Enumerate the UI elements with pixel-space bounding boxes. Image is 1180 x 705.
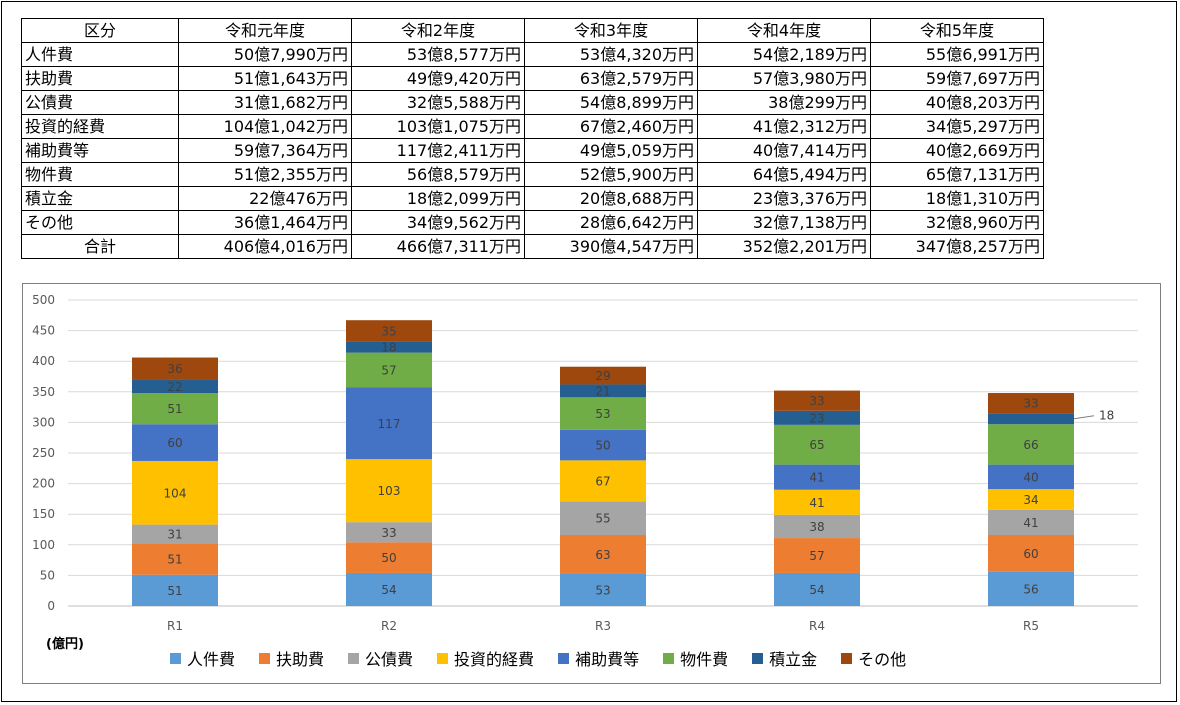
table-cell: 32億7,138万円 <box>697 210 871 235</box>
table-cell: 103億1,075万円 <box>351 114 525 139</box>
y-unit-label: (億円) <box>46 637 84 652</box>
table-row: 積立金 22億476万円 18億2,099万円 20億8,688万円 23億3,… <box>21 186 1044 211</box>
table-cell: 23億3,376万円 <box>697 186 871 211</box>
total-cell: 352億2,201万円 <box>697 234 871 259</box>
legend-item: 公債費 <box>348 646 413 670</box>
total-row: 合計 406億4,016万円 466億7,311万円 390億4,547万円 3… <box>21 234 1044 259</box>
total-cell: 390億4,547万円 <box>524 234 698 259</box>
table-cell: 22億476万円 <box>178 186 352 211</box>
table-cell: 54億8,899万円 <box>524 90 698 115</box>
table-cell: 32億8,960万円 <box>870 210 1044 235</box>
legend-label: 公債費 <box>365 650 414 669</box>
legend-item: 人件費 <box>170 646 235 670</box>
row-label: 投資的経費 <box>21 114 179 139</box>
total-cell: 466億7,311万円 <box>351 234 525 259</box>
table-cell: 54億2,189万円 <box>697 42 871 67</box>
table-row: 投資的経費 104億1,042万円 103億1,075万円 67億2,460万円… <box>21 114 1044 139</box>
legend-item: 扶助費 <box>259 646 324 670</box>
table-cell: 53億8,577万円 <box>351 42 525 67</box>
header-cell: 令和4年度 <box>697 18 871 43</box>
row-label: その他 <box>21 210 179 235</box>
table-cell: 59億7,364万円 <box>178 138 352 163</box>
table-cell: 67億2,460万円 <box>524 114 698 139</box>
table-cell: 52億5,900万円 <box>524 162 698 187</box>
table-cell: 104億1,042万円 <box>178 114 352 139</box>
row-label: 補助費等 <box>21 138 179 163</box>
row-label: 人件費 <box>21 42 179 67</box>
legend-item: 物件費 <box>663 646 728 670</box>
table-cell: 63億2,579万円 <box>524 66 698 91</box>
row-label: 合計 <box>21 234 179 259</box>
table-cell: 36億1,464万円 <box>178 210 352 235</box>
table-cell: 65億7,131万円 <box>870 162 1044 187</box>
legend-swatch <box>259 652 271 664</box>
table-cell: 56億8,579万円 <box>351 162 525 187</box>
legend-label: 補助費等 <box>575 650 640 669</box>
legend-label: 積立金 <box>769 650 818 669</box>
table-cell: 49億9,420万円 <box>351 66 525 91</box>
header-cell: 令和3年度 <box>524 18 698 43</box>
legend-item: その他 <box>841 646 906 670</box>
chart-frame <box>22 283 1161 684</box>
legend-swatch <box>663 652 675 664</box>
table-cell: 117億2,411万円 <box>351 138 525 163</box>
table-cell: 59億7,697万円 <box>870 66 1044 91</box>
table-row: 扶助費 51億1,643万円 49億9,420万円 63億2,579万円 57億… <box>21 66 1044 91</box>
table-cell: 38億299万円 <box>697 90 871 115</box>
table-cell: 18億2,099万円 <box>351 186 525 211</box>
row-label: 物件費 <box>21 162 179 187</box>
header-cell: 区分 <box>21 18 179 43</box>
budget-table: 区分 令和元年度 令和2年度 令和3年度 令和4年度 令和5年度 人件費 50億… <box>21 18 1044 259</box>
legend-swatch <box>752 652 764 664</box>
table-cell: 28億6,642万円 <box>524 210 698 235</box>
legend-swatch <box>437 652 449 664</box>
table-cell: 57億3,980万円 <box>697 66 871 91</box>
table-cell: 49億5,059万円 <box>524 138 698 163</box>
table-cell: 34億5,297万円 <box>870 114 1044 139</box>
legend-item: 投資的経費 <box>437 646 534 670</box>
row-label: 公債費 <box>21 90 179 115</box>
table-cell: 53億4,320万円 <box>524 42 698 67</box>
table-cell: 41億2,312万円 <box>697 114 871 139</box>
table-cell: 32億5,588万円 <box>351 90 525 115</box>
table-cell: 64億5,494万円 <box>697 162 871 187</box>
table-cell: 34億9,562万円 <box>351 210 525 235</box>
header-cell: 令和5年度 <box>870 18 1044 43</box>
table-cell: 55億6,991万円 <box>870 42 1044 67</box>
row-label: 積立金 <box>21 186 179 211</box>
table-cell: 51億1,643万円 <box>178 66 352 91</box>
row-label: 扶助費 <box>21 66 179 91</box>
legend-label: 投資的経費 <box>454 650 535 669</box>
table-row: 公債費 31億1,682万円 32億5,588万円 54億8,899万円 38億… <box>21 90 1044 115</box>
table-cell: 40億8,203万円 <box>870 90 1044 115</box>
table-row: 物件費 51億2,355万円 56億8,579万円 52億5,900万円 64億… <box>21 162 1044 187</box>
legend-swatch <box>170 652 181 664</box>
table-cell: 40億2,669万円 <box>870 138 1044 163</box>
legend-label: 人件費 <box>187 650 236 669</box>
legend-swatch <box>348 652 360 664</box>
header-cell: 令和元年度 <box>178 18 352 43</box>
table-cell: 20億8,688万円 <box>524 186 698 211</box>
legend-label: 物件費 <box>680 650 729 669</box>
table-cell: 18億1,310万円 <box>870 186 1044 211</box>
legend-swatch <box>841 652 853 664</box>
total-cell: 406億4,016万円 <box>178 234 352 259</box>
table-cell: 31億1,682万円 <box>178 90 352 115</box>
table-row: 人件費 50億7,990万円 53億8,577万円 53億4,320万円 54億… <box>21 42 1044 67</box>
table-row: 補助費等 59億7,364万円 117億2,411万円 49億5,059万円 4… <box>21 138 1044 163</box>
table-row: その他 36億1,464万円 34億9,562万円 28億6,642万円 32億… <box>21 210 1044 235</box>
legend-label: 扶助費 <box>276 650 325 669</box>
table-cell: 51億2,355万円 <box>178 162 352 187</box>
chart-legend: 人件費 扶助費 公債費 投資的経費 補助費等 物件費 積立金 その他 <box>170 646 906 670</box>
table-cell: 40億7,414万円 <box>697 138 871 163</box>
legend-item: 補助費等 <box>558 646 639 670</box>
table-header-row: 区分 令和元年度 令和2年度 令和3年度 令和4年度 令和5年度 <box>21 18 1044 43</box>
header-cell: 令和2年度 <box>351 18 525 43</box>
legend-label: その他 <box>858 650 907 669</box>
legend-item: 積立金 <box>752 646 817 670</box>
total-cell: 347億8,257万円 <box>870 234 1044 259</box>
legend-swatch <box>558 652 570 664</box>
table-cell: 50億7,990万円 <box>178 42 352 67</box>
